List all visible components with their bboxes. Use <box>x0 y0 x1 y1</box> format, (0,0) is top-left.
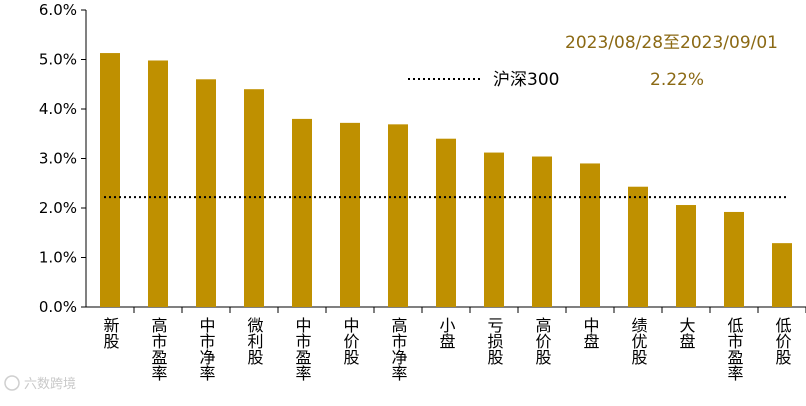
x-ticks: 新股 高市盈率 中市净率 微利股 中市盈率 中价股 高市净率 小盘 亏损股 高价股 中盘 绩优股 大盘低… <box>101 307 806 381</box>
x-category-label: 低价股 <box>773 317 792 366</box>
x-category-label: 微利股 <box>245 317 264 366</box>
x-category-label: 中市盈率 <box>293 317 312 381</box>
bar <box>532 156 552 307</box>
bar <box>388 124 408 307</box>
bar <box>148 60 168 307</box>
bar <box>628 186 648 307</box>
x-category-label: 高市盈率 <box>149 317 168 381</box>
bars <box>100 53 792 308</box>
bar <box>436 138 456 307</box>
y-tick-label: 3.0% <box>39 150 77 168</box>
bar <box>676 205 696 307</box>
legend-label: 沪深300 <box>493 70 559 90</box>
bar <box>484 152 504 307</box>
bar <box>772 243 792 307</box>
watermark-logo-icon <box>4 375 20 391</box>
bar <box>292 118 312 308</box>
x-category-label: 中盘 <box>581 317 600 349</box>
x-category-label: 大盘 <box>677 317 696 349</box>
y-tick-label: 2.0% <box>39 199 77 217</box>
x-category-label: 高市净率 <box>389 317 408 381</box>
y-tick-label: 1.0% <box>39 249 77 267</box>
bar <box>196 79 216 307</box>
bar <box>724 211 744 307</box>
watermark: 六数跨境 <box>4 375 76 392</box>
x-category-label: 低市盈率 <box>725 317 744 381</box>
x-category-label: 新股 <box>101 317 120 350</box>
legend-value: 2.22% <box>650 70 704 90</box>
y-tick-label: 5.0% <box>39 51 77 69</box>
y-ticks: 0.0% 1.0% 2.0% 3.0% 4.0% 5.0% 6.0% <box>39 1 86 316</box>
x-category-label: 中价股 <box>341 317 360 366</box>
y-tick-label: 0.0% <box>39 298 77 316</box>
bar <box>580 163 600 307</box>
date-range-label: 2023/08/28至2023/09/01 <box>565 33 778 53</box>
x-category-label: 高价股 <box>533 317 552 366</box>
y-tick-label: 4.0% <box>39 100 77 118</box>
bar <box>340 122 360 307</box>
x-category-label: 中市净率 <box>197 317 216 381</box>
x-category-label: 亏损股 <box>485 317 504 366</box>
x-category-label: 绩优股 <box>629 317 648 366</box>
watermark-text: 六数跨境 <box>24 377 76 392</box>
bar <box>100 53 120 307</box>
x-category-label: 小盘 <box>437 317 456 349</box>
y-tick-label: 6.0% <box>39 1 77 19</box>
